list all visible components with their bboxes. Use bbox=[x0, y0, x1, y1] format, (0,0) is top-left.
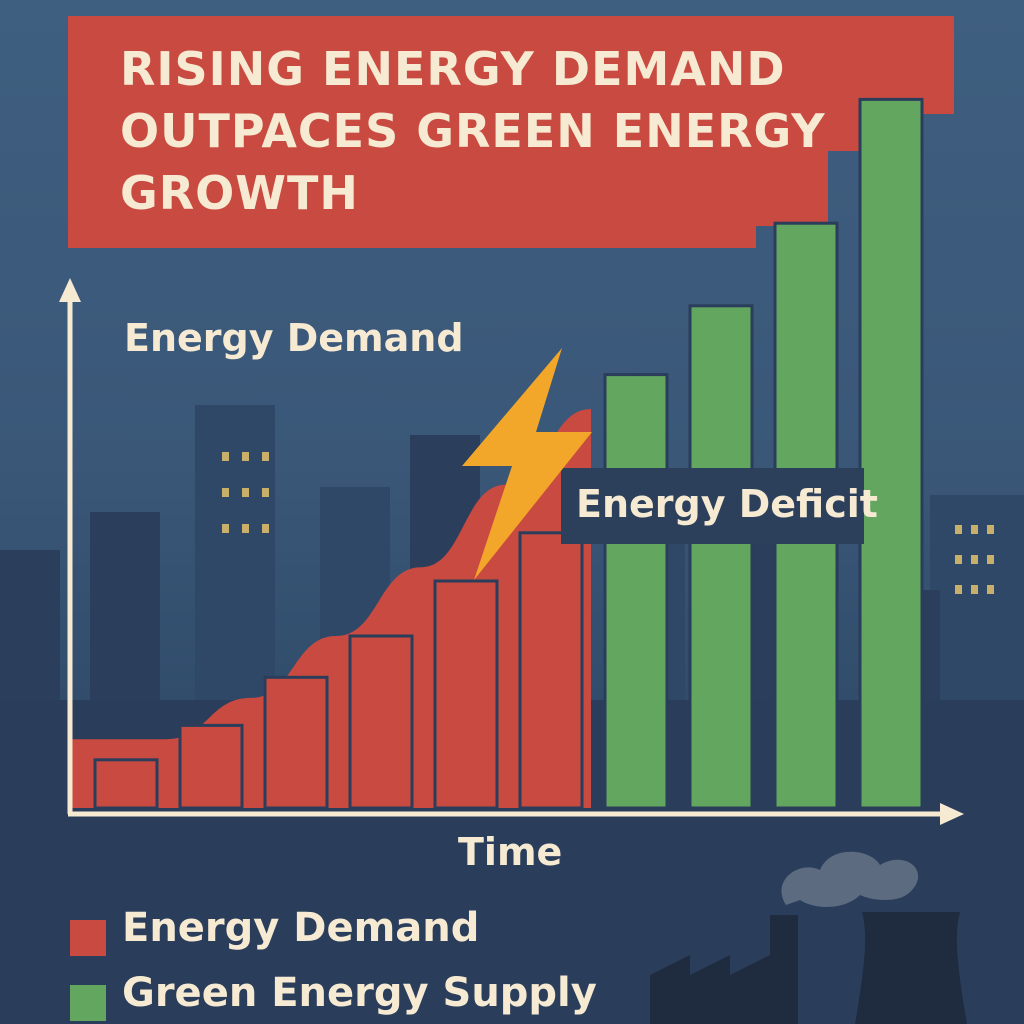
legend-swatch-energy-demand bbox=[70, 920, 106, 956]
legend-label-energy-demand: Energy Demand bbox=[122, 905, 480, 951]
window bbox=[262, 488, 269, 497]
y-axis-arrow bbox=[59, 278, 81, 302]
bar-energy-demand bbox=[178, 723, 244, 810]
bar-energy-demand bbox=[263, 675, 329, 810]
window bbox=[262, 524, 269, 533]
bar-green-energy-supply bbox=[688, 304, 754, 810]
x-axis-label: Time bbox=[458, 830, 563, 874]
window bbox=[987, 555, 994, 564]
bar-energy-demand bbox=[93, 758, 159, 810]
energy-deficit-callout bbox=[561, 468, 864, 544]
window bbox=[242, 488, 249, 497]
legend-swatch-green-energy-supply bbox=[70, 985, 106, 1021]
window bbox=[955, 525, 962, 534]
x-axis-arrow bbox=[940, 803, 964, 825]
bar-green-energy-supply bbox=[858, 97, 924, 810]
chimney-icon bbox=[770, 915, 798, 1024]
window bbox=[242, 524, 249, 533]
window bbox=[262, 452, 269, 461]
cooling-tower-icon bbox=[855, 912, 967, 1024]
window bbox=[222, 452, 229, 461]
window bbox=[971, 585, 978, 594]
axes-layer bbox=[59, 278, 964, 825]
window bbox=[971, 525, 978, 534]
window bbox=[242, 452, 249, 461]
bar-green-energy-supply bbox=[603, 373, 669, 810]
window bbox=[222, 488, 229, 497]
bar-energy-demand bbox=[518, 531, 584, 810]
bar-energy-demand bbox=[348, 634, 414, 810]
title-banner-shape bbox=[68, 16, 954, 248]
window bbox=[955, 585, 962, 594]
window bbox=[987, 585, 994, 594]
bar-energy-demand bbox=[433, 579, 499, 810]
factory-icon bbox=[650, 955, 770, 1024]
window bbox=[971, 555, 978, 564]
smoke-icon bbox=[781, 851, 919, 907]
window bbox=[955, 555, 962, 564]
legend-label-green-energy-supply: Green Energy Supply bbox=[122, 970, 597, 1016]
window bbox=[222, 524, 229, 533]
energy-deficit-label: Energy Deficit bbox=[576, 482, 878, 526]
window bbox=[987, 525, 994, 534]
chart-title: RISING ENERGY DEMAND OUTPACES GREEN ENER… bbox=[120, 42, 826, 220]
y-axis-label: Energy Demand bbox=[124, 316, 464, 360]
title-banner bbox=[68, 16, 958, 248]
